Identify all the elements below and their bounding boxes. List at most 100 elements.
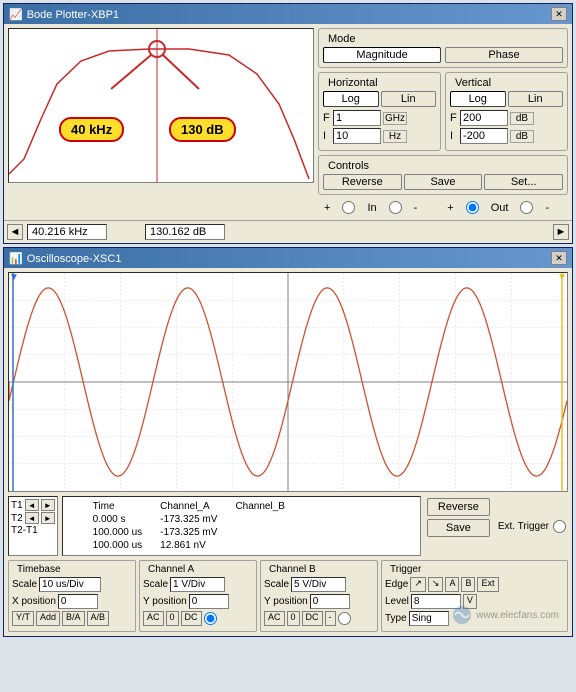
io-plus-1: + (324, 202, 330, 214)
bode-plotter-window: 📈Bode Plotter-XBP1 ✕ 40 kHz 130 dB Mode … (3, 3, 573, 244)
bode-icon: 📈 (9, 9, 23, 21)
scope-close-icon[interactable]: ✕ (551, 251, 567, 265)
phase-button[interactable]: Phase (445, 47, 563, 63)
scope-readout: T1◄► T2◄► T2-T1 TimeChannel_AChannel_B 0… (8, 496, 568, 556)
t2-right-button[interactable]: ► (41, 512, 55, 524)
timebase-label: Timebase (14, 564, 64, 575)
out-label: Out (491, 202, 509, 214)
ext-trigger-radio[interactable] (553, 520, 566, 533)
t2-left-button[interactable]: ◄ (25, 512, 39, 524)
cha-ac-button[interactable]: AC (143, 611, 164, 626)
chb-ac-button[interactable]: AC (264, 611, 285, 626)
scroll-left-icon[interactable]: ◄ (7, 224, 23, 240)
cha-group: Channel A Scale Y position AC 0 DC (139, 560, 257, 632)
freq-callout: 40 kHz (59, 117, 124, 142)
scope-trace (9, 273, 567, 491)
t1-right-button[interactable]: ► (41, 499, 55, 511)
tb-xpos-label: X position (12, 596, 56, 607)
cha-enable-radio[interactable] (204, 612, 217, 625)
io-minus-2: - (545, 202, 549, 214)
h-i-input[interactable] (333, 128, 381, 144)
h-i-unit[interactable]: Hz (383, 130, 407, 143)
io-minus-1: - (414, 202, 418, 214)
chb-ypos-input[interactable] (310, 594, 350, 609)
save-button[interactable]: Save (404, 174, 483, 190)
vertical-group: Vertical Log Lin F dB I dB (445, 72, 568, 151)
ext-trigger-label: Ext. Trigger (496, 496, 568, 556)
cha-0-button[interactable]: 0 (166, 611, 179, 626)
cha-ypos-input[interactable] (189, 594, 229, 609)
readout-values: TimeChannel_AChannel_B 0.000 s-173.325 m… (62, 496, 421, 556)
chb-enable-radio[interactable] (338, 612, 351, 625)
scope-titlebar[interactable]: 📊Oscilloscope-XSC1 ✕ (4, 248, 572, 268)
scope-icon: 📊 (9, 253, 23, 265)
status-gain: 130.162 dB (145, 224, 225, 240)
close-icon[interactable]: ✕ (551, 7, 567, 21)
scope-controls: Timebase Scale X position Y/T Add B/A A/… (8, 560, 568, 632)
dt-a: 12.861 nV (152, 540, 225, 551)
chb-inv-button[interactable]: - (325, 611, 336, 626)
h-f-unit[interactable]: GHz (383, 112, 407, 125)
scope-reverse-button[interactable]: Reverse (427, 498, 490, 516)
cursor1-marker-icon[interactable]: ▼ (9, 272, 19, 283)
ba-button[interactable]: B/A (62, 611, 85, 626)
scroll-right-icon[interactable]: ► (553, 224, 569, 240)
bode-titlebar[interactable]: 📈Bode Plotter-XBP1 ✕ (4, 4, 572, 24)
cha-scale-input[interactable] (170, 577, 225, 592)
type-input[interactable] (409, 611, 449, 626)
level-label: Level (385, 596, 409, 607)
mode-label: Mode (325, 33, 359, 45)
edge-label: Edge (385, 579, 408, 590)
chb-group: Channel B Scale Y position AC 0 DC - (260, 560, 378, 632)
in-minus-radio[interactable] (389, 201, 402, 214)
t1-left-button[interactable]: ◄ (25, 499, 39, 511)
v-i-unit[interactable]: dB (510, 130, 534, 143)
reverse-button[interactable]: Reverse (323, 174, 402, 190)
v-lin-button[interactable]: Lin (508, 91, 564, 107)
edge-fall-button[interactable]: ↘ (428, 577, 444, 592)
tb-scale-input[interactable] (39, 577, 101, 592)
bode-statusbar: ◄ 40.216 kHz 130.162 dB ► (4, 220, 572, 243)
horizontal-label: Horizontal (325, 77, 381, 89)
edge-b-button[interactable]: B (461, 577, 475, 592)
v-f-input[interactable] (460, 110, 508, 126)
bode-plot-area[interactable]: 40 kHz 130 dB (8, 28, 314, 183)
tb-xpos-input[interactable] (58, 594, 98, 609)
yt-button[interactable]: Y/T (12, 611, 34, 626)
chb-ypos-label: Y position (264, 596, 308, 607)
edge-ext-button[interactable]: Ext (477, 577, 498, 592)
dt-label: T2-T1 (11, 525, 38, 536)
cha-label: Channel A (145, 564, 197, 575)
ab-button[interactable]: A/B (87, 611, 110, 626)
chb-dc-button[interactable]: DC (302, 611, 323, 626)
edge-a-button[interactable]: A (445, 577, 459, 592)
out-minus-radio[interactable] (520, 201, 533, 214)
cha-dc-button[interactable]: DC (181, 611, 202, 626)
set-button[interactable]: Set... (484, 174, 563, 190)
magnitude-button[interactable]: Magnitude (323, 47, 441, 63)
v-log-button[interactable]: Log (450, 91, 506, 107)
t2-a: -173.325 mV (152, 527, 225, 538)
scope-save-button[interactable]: Save (427, 519, 490, 537)
cha-header: Channel_A (152, 501, 225, 512)
cursor2-marker-icon[interactable]: ▼ (557, 272, 567, 283)
horizontal-group: Horizontal Log Lin F GHz I Hz (318, 72, 441, 151)
h-f-input[interactable] (333, 110, 381, 126)
v-i-input[interactable] (460, 128, 508, 144)
out-radio[interactable] (466, 201, 479, 214)
h-log-button[interactable]: Log (323, 91, 379, 107)
v-f-label: F (450, 112, 458, 124)
h-lin-button[interactable]: Lin (381, 91, 437, 107)
chb-scale-label: Scale (264, 579, 289, 590)
bode-curve (9, 29, 313, 182)
add-button[interactable]: Add (36, 611, 60, 626)
v-f-unit[interactable]: dB (510, 112, 534, 125)
edge-rise-button[interactable]: ↗ (410, 577, 426, 592)
chb-scale-input[interactable] (291, 577, 346, 592)
chb-0-button[interactable]: 0 (287, 611, 300, 626)
vertical-label: Vertical (452, 77, 494, 89)
in-radio[interactable] (342, 201, 355, 214)
time-header: Time (85, 501, 151, 512)
cha-ypos-label: Y position (143, 596, 187, 607)
scope-display[interactable]: ▼ ▼ (8, 272, 568, 492)
